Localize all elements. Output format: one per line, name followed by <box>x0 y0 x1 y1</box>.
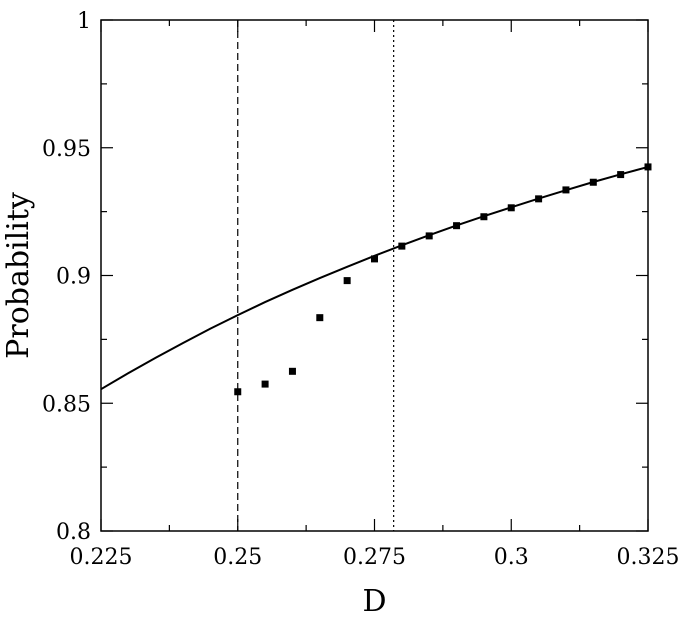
x-tick-label: 0.25 <box>213 545 262 570</box>
series-curve <box>100 165 649 391</box>
data-point-marker <box>562 186 570 194</box>
y-tick-label: 0.9 <box>56 265 91 290</box>
x-axis-title: D <box>362 584 386 619</box>
data-point-marker <box>316 314 324 322</box>
data-point-marker <box>617 171 625 179</box>
plot-frame <box>100 19 649 532</box>
series-line <box>100 165 649 391</box>
data-point-marker <box>398 242 406 250</box>
x-tick-label: 0.225 <box>70 545 133 570</box>
data-point-marker <box>288 367 296 375</box>
series-markers <box>234 163 652 396</box>
data-point-marker <box>371 255 378 263</box>
y-tick-label: 0.85 <box>42 392 91 417</box>
y-tick-labels: 0.8 0.85 0.9 0.95 1 <box>42 9 91 545</box>
y-axis-title: Probability <box>1 192 36 359</box>
data-point-marker <box>589 178 597 186</box>
x-tick-label: 0.3 <box>494 545 529 570</box>
data-point-marker <box>234 388 242 396</box>
data-point-marker <box>425 232 433 240</box>
reference-lines <box>237 20 395 531</box>
y-tick-label: 0.8 <box>56 520 91 545</box>
x-tick-labels: 0.225 0.25 0.275 0.3 0.325 <box>70 545 680 570</box>
data-point-marker <box>261 380 269 388</box>
data-point-marker <box>507 204 515 212</box>
data-point-marker <box>480 213 488 221</box>
axis-ticks <box>100 19 649 532</box>
data-point-marker <box>343 277 351 285</box>
x-tick-label: 0.275 <box>343 545 406 570</box>
x-tick-label: 0.325 <box>617 545 680 570</box>
data-point-marker <box>453 222 461 230</box>
y-tick-label: 1 <box>77 9 91 34</box>
y-tick-label: 0.95 <box>42 137 91 162</box>
data-point-marker <box>535 195 543 203</box>
